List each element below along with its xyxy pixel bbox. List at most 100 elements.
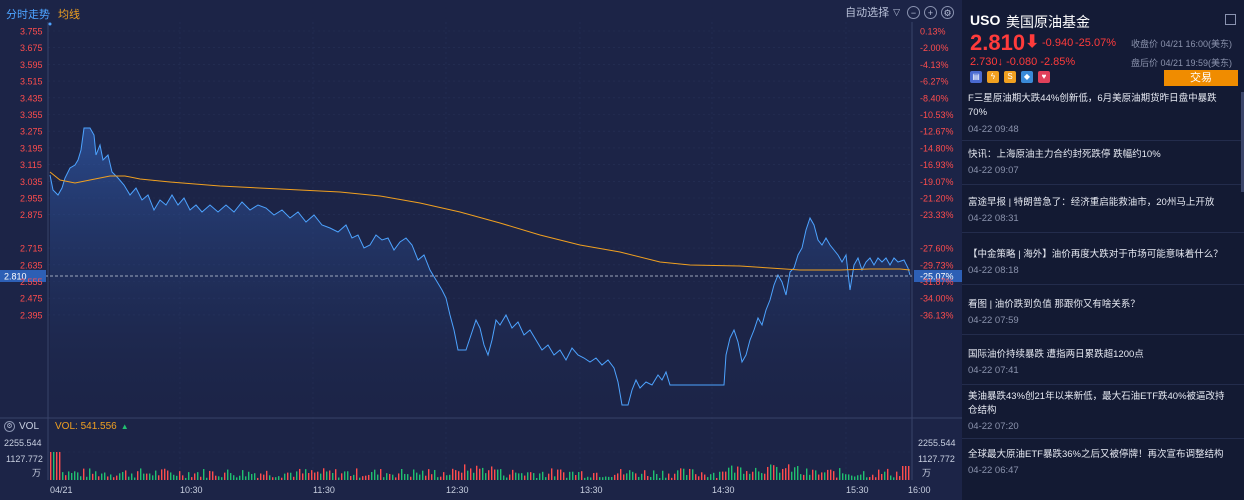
news-item[interactable]: 看图 | 油价跌到负值 那跟你又有啥关系？ 04-22 07:59: [962, 298, 1244, 335]
news-title[interactable]: 【中金策略 | 海外】油价再度大跌对于市场可能意味着什么？: [968, 249, 1223, 260]
volume-bar: [512, 469, 514, 480]
settings-icon[interactable]: ⚙: [941, 5, 954, 19]
volume-bar: [161, 469, 163, 480]
volume-bar: [302, 473, 304, 480]
pct-tick-label: -36.13%: [920, 310, 954, 320]
price-tick-label: 3.755: [20, 27, 43, 37]
volume-bar: [590, 477, 592, 480]
last-price: 2.810: [970, 30, 1026, 55]
price-tick-label: 2.810: [4, 272, 27, 282]
volume-bar: [878, 469, 880, 480]
volume-bar: [308, 473, 310, 480]
volume-bar: [233, 475, 235, 480]
auto-select-dropdown[interactable]: 自动选择: [845, 7, 890, 19]
volume-bar: [896, 471, 898, 480]
volume-bar: [155, 470, 157, 480]
volume-bar: [749, 473, 751, 480]
volume-bar: [437, 477, 439, 480]
tab-intraday[interactable]: 分时走势: [6, 9, 50, 21]
volume-bar: [752, 471, 754, 480]
volume-bar: [347, 471, 349, 480]
volume-bar: [329, 470, 331, 480]
news-title[interactable]: 全球最大原油ETF暴跌36%之后又被停牌！再次宣布调整结构: [968, 449, 1224, 460]
volume-bar: [659, 477, 661, 480]
zoom-in-icon[interactable]: +: [924, 5, 937, 19]
zoom-out-icon[interactable]: −: [907, 5, 920, 19]
volume-bar: [389, 473, 391, 480]
volume-bar: [458, 471, 460, 480]
volume-bar: [743, 473, 745, 480]
volume-bar: [623, 474, 625, 480]
volume-bar: [257, 477, 259, 480]
after-hours-price: 2.730↓ -0.080 -2.85%: [970, 56, 1076, 68]
volume-bar: [86, 476, 88, 480]
us-flag-icon[interactable]: ▤: [970, 71, 982, 83]
news-item[interactable]: 美油暴跌43%创21年以来新低，最大石油ETF跌40%被逼改持仓结构 04-22…: [962, 390, 1244, 439]
volume-bar: [836, 477, 838, 480]
volume-bar: [554, 476, 556, 480]
trade-button[interactable]: 交易: [1164, 70, 1238, 86]
volume-bar: [848, 474, 850, 480]
lightning-icon[interactable]: ϟ: [987, 71, 999, 83]
volume-bar: [266, 470, 268, 480]
volume-bar: [767, 466, 769, 480]
volume-settings-icon[interactable]: ⚙: [4, 421, 15, 432]
news-title[interactable]: 快讯：上海原油主力合约封死跌停 跌幅约10%: [968, 149, 1161, 160]
tag-icon[interactable]: ◆: [1021, 71, 1033, 83]
volume-bar: [242, 470, 244, 480]
volume-bar: [377, 474, 379, 480]
volume-bar: [908, 466, 910, 480]
volume-bar: [557, 469, 559, 480]
volume-bar: [548, 473, 550, 480]
volume-bar: [110, 474, 112, 480]
time-tick-label: 11:30: [313, 485, 335, 495]
volume-bar: [686, 474, 688, 480]
volume-bar: [287, 472, 289, 480]
window-toggle-icon[interactable]: [1225, 14, 1236, 25]
chevron-down-icon[interactable]: ▽: [893, 6, 900, 17]
news-item[interactable]: 【中金策略 | 海外】油价再度大跌对于市场可能意味着什么？ 04-22 08:1…: [962, 248, 1244, 285]
news-item[interactable]: 国际油价持续暴跌 遭指两日累跌超1200点 04-22 07:41: [962, 348, 1244, 385]
volume-bar: [551, 468, 553, 480]
volume-bar: [128, 476, 130, 480]
volume-bar: [770, 464, 772, 480]
news-title[interactable]: 富途早报 | 特朗普急了：经济重启能救油市，20州马上开放: [968, 197, 1215, 208]
news-item[interactable]: 快讯：上海原油主力合约封死跌停 跌幅约10% 04-22 09:07: [962, 148, 1244, 185]
volume-bar: [887, 468, 889, 480]
news-title[interactable]: 看图 | 油价跌到负值 那跟你又有啥关系？: [968, 299, 1140, 310]
volume-bar: [542, 471, 544, 480]
dollar-icon[interactable]: S: [1004, 71, 1016, 83]
tab-average-line[interactable]: 均线: [58, 9, 80, 21]
last-price-marker: [0, 270, 46, 282]
news-title[interactable]: F三星原油期大跌44%创新低，6月美原油期货昨日盘中暴跌70%: [968, 93, 1217, 118]
volume-bar: [62, 472, 64, 480]
news-title[interactable]: 国际油价持续暴跌 遭指两日累跌超1200点: [968, 349, 1144, 360]
volume-bar: [374, 469, 376, 480]
volume-bar: [632, 471, 634, 480]
heart-icon[interactable]: ♥: [1038, 71, 1050, 83]
volume-bar: [869, 477, 871, 480]
volume-bar: [527, 472, 529, 480]
volume-bar: [125, 470, 127, 480]
news-title[interactable]: 美油暴跌43%创21年以来新低，最大石油ETF跌40%被逼改持仓结构: [968, 391, 1225, 416]
news-item[interactable]: 富途早报 | 特朗普急了：经济重启能救油市，20州马上开放 04-22 08:3…: [962, 196, 1244, 233]
pct-tick-label: -19.07%: [920, 177, 954, 187]
volume-bar: [446, 475, 448, 480]
news-item[interactable]: F三星原油期大跌44%创新低，6月美原油期货昨日盘中暴跌70% 04-22 09…: [962, 92, 1244, 141]
volume-bar: [488, 470, 490, 480]
news-scrollbar[interactable]: [1241, 92, 1244, 192]
volume-bar: [182, 475, 184, 480]
time-tick-label: 04/21: [50, 485, 73, 495]
price-change-pct: -25.07%: [1075, 37, 1116, 49]
time-tick-label: 15:30: [846, 485, 869, 495]
news-item[interactable]: 全球最大原油ETF暴跌36%之后又被停牌！再次宣布调整结构 04-22 06:4…: [962, 448, 1244, 484]
chart-toolbar: 分时走势 均线 自动选择 ▽ − + ⚙: [0, 0, 962, 22]
volume-bar: [149, 473, 151, 480]
volume-bar: [221, 477, 223, 480]
volume-bar: [875, 477, 877, 480]
volume-bar: [533, 473, 535, 480]
volume-bar: [671, 477, 673, 480]
volume-bar: [101, 473, 103, 480]
volume-bar: [281, 477, 283, 480]
volume-bar: [731, 465, 733, 480]
